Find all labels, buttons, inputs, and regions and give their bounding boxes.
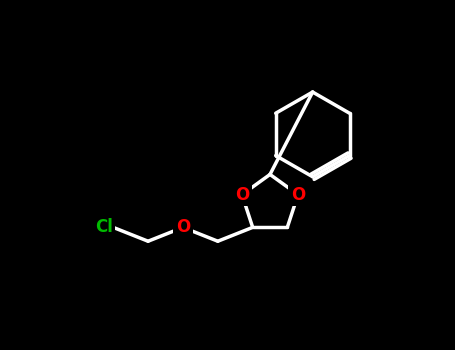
Text: O: O [291, 186, 305, 204]
Text: Cl: Cl [95, 218, 113, 236]
Text: O: O [235, 186, 249, 204]
Text: O: O [176, 218, 190, 236]
